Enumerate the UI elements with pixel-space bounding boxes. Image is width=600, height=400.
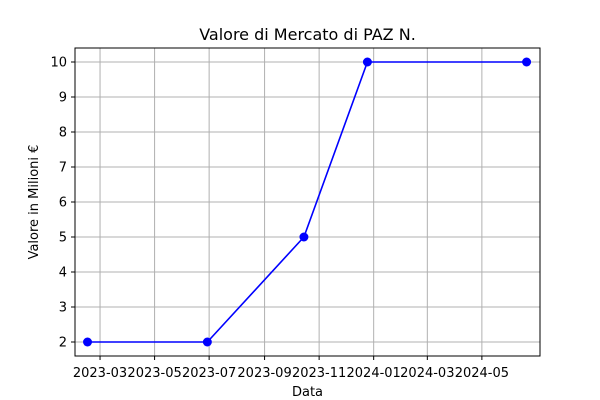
- data-point: [362, 57, 372, 67]
- x-tick-label: 2023-11: [292, 366, 346, 381]
- series-layer: [83, 57, 532, 347]
- y-tick-label: 8: [59, 126, 67, 141]
- y-axis-label: Valore in Milioni €: [27, 145, 42, 260]
- x-axis-label: Data: [292, 385, 323, 400]
- x-tick-label: 2024-05: [455, 366, 509, 381]
- y-tick-label: 2: [59, 336, 67, 351]
- data-point: [202, 337, 212, 347]
- data-point: [522, 57, 532, 67]
- axis-ticks: 2023-03 2023-05 2023-07 2023-09 2023-11 2024-…: [50, 56, 509, 382]
- y-tick-label: 3: [59, 301, 67, 316]
- data-point: [299, 232, 309, 242]
- data-point: [83, 337, 93, 347]
- y-tick-label: 5: [59, 231, 67, 246]
- x-tick-label: 2023-09: [237, 366, 291, 381]
- y-tick-label: 7: [59, 161, 67, 176]
- y-tick-label: 9: [59, 91, 67, 106]
- y-tick-label: 6: [59, 196, 67, 211]
- y-tick-label: 4: [59, 266, 67, 281]
- x-tick-label: 2024-01: [347, 366, 401, 381]
- x-tick-label: 2023-03: [73, 366, 127, 381]
- x-tick-label: 2023-07: [182, 366, 236, 381]
- x-tick-label: 2023-05: [127, 366, 181, 381]
- x-tick-label: 2024-03: [400, 366, 454, 381]
- chart-title: Valore di Mercato di PAZ N.: [199, 25, 416, 44]
- y-tick-label: 10: [50, 56, 67, 71]
